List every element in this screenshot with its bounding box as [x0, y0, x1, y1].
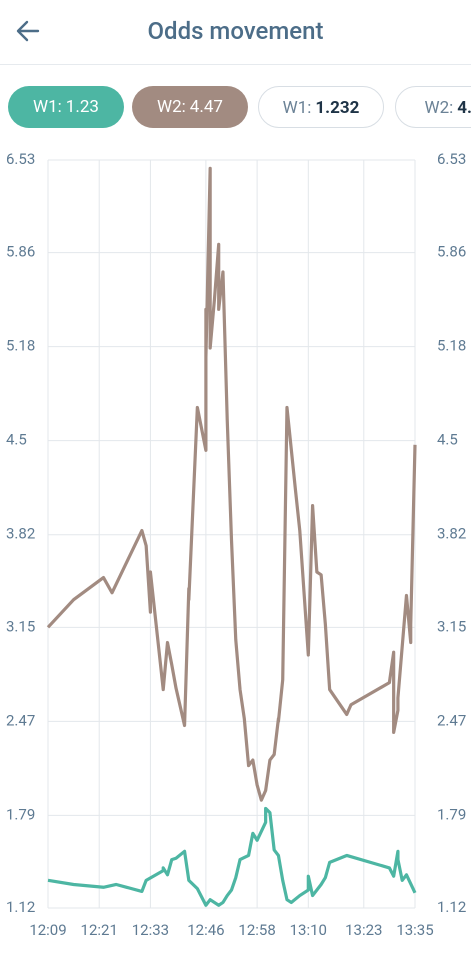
tab-value: 1.23: [65, 97, 99, 117]
tab-label: W1:: [33, 97, 62, 117]
tab[interactable]: W1: 1.23: [8, 86, 124, 128]
y2-tick-label: 1.79: [437, 805, 466, 823]
x-tick-label: 13:10: [290, 921, 327, 939]
y2-tick-label: 3.82: [437, 525, 466, 543]
x-tick-label: 13:35: [396, 921, 433, 939]
x-tick-label: 12:21: [81, 921, 118, 939]
tab-label: W2:: [424, 98, 454, 118]
x-tick-label: 12:33: [132, 921, 169, 939]
tab[interactable]: W2:4.47: [395, 86, 471, 128]
tab-value: 1.232: [315, 98, 360, 118]
tab[interactable]: W1: 1.232: [258, 86, 384, 128]
page-title: Odds movement: [147, 17, 324, 45]
y2-tick-label: 5.86: [437, 243, 466, 261]
y-tick-label: 1.79: [6, 805, 35, 823]
y2-tick-label: 6.53: [437, 150, 466, 168]
tab-value: 4.47: [457, 98, 471, 118]
series-line: [47, 806, 417, 907]
header: Odds movement: [0, 0, 471, 65]
series-line: [46, 166, 417, 802]
y2-tick-label: 4.5: [437, 431, 458, 449]
y-tick-label: 3.15: [6, 617, 35, 635]
y-tick-label: 5.86: [6, 243, 35, 261]
y-tick-label: 3.82: [6, 525, 35, 543]
y2-tick-label: 3.15: [437, 617, 466, 635]
y-tick-label: 2.47: [6, 711, 35, 729]
tab-value: 4.47: [189, 97, 223, 117]
x-tick-label: 12:58: [238, 921, 275, 939]
y2-tick-label: 2.47: [437, 711, 466, 729]
y-tick-label: 1.12: [6, 898, 35, 916]
y-tick-label: 5.18: [6, 337, 35, 355]
y-tick-label: 4.5: [6, 431, 27, 449]
tab-label: W1:: [282, 98, 312, 118]
tab[interactable]: W2:4.47: [132, 86, 248, 128]
tab-bar: W1:1.23 W2:4.47 W1:1.232 W2:4.47: [0, 86, 471, 130]
x-tick-label: 12:09: [29, 921, 66, 939]
back-button[interactable]: [14, 18, 44, 44]
x-tick-label: 12:46: [187, 921, 224, 939]
x-tick-label: 13:23: [345, 921, 382, 939]
y-tick-label: 6.53: [6, 150, 35, 168]
y2-tick-label: 5.18: [437, 337, 466, 355]
tab-label: W2:: [157, 97, 186, 117]
y2-tick-label: 1.12: [437, 898, 466, 916]
